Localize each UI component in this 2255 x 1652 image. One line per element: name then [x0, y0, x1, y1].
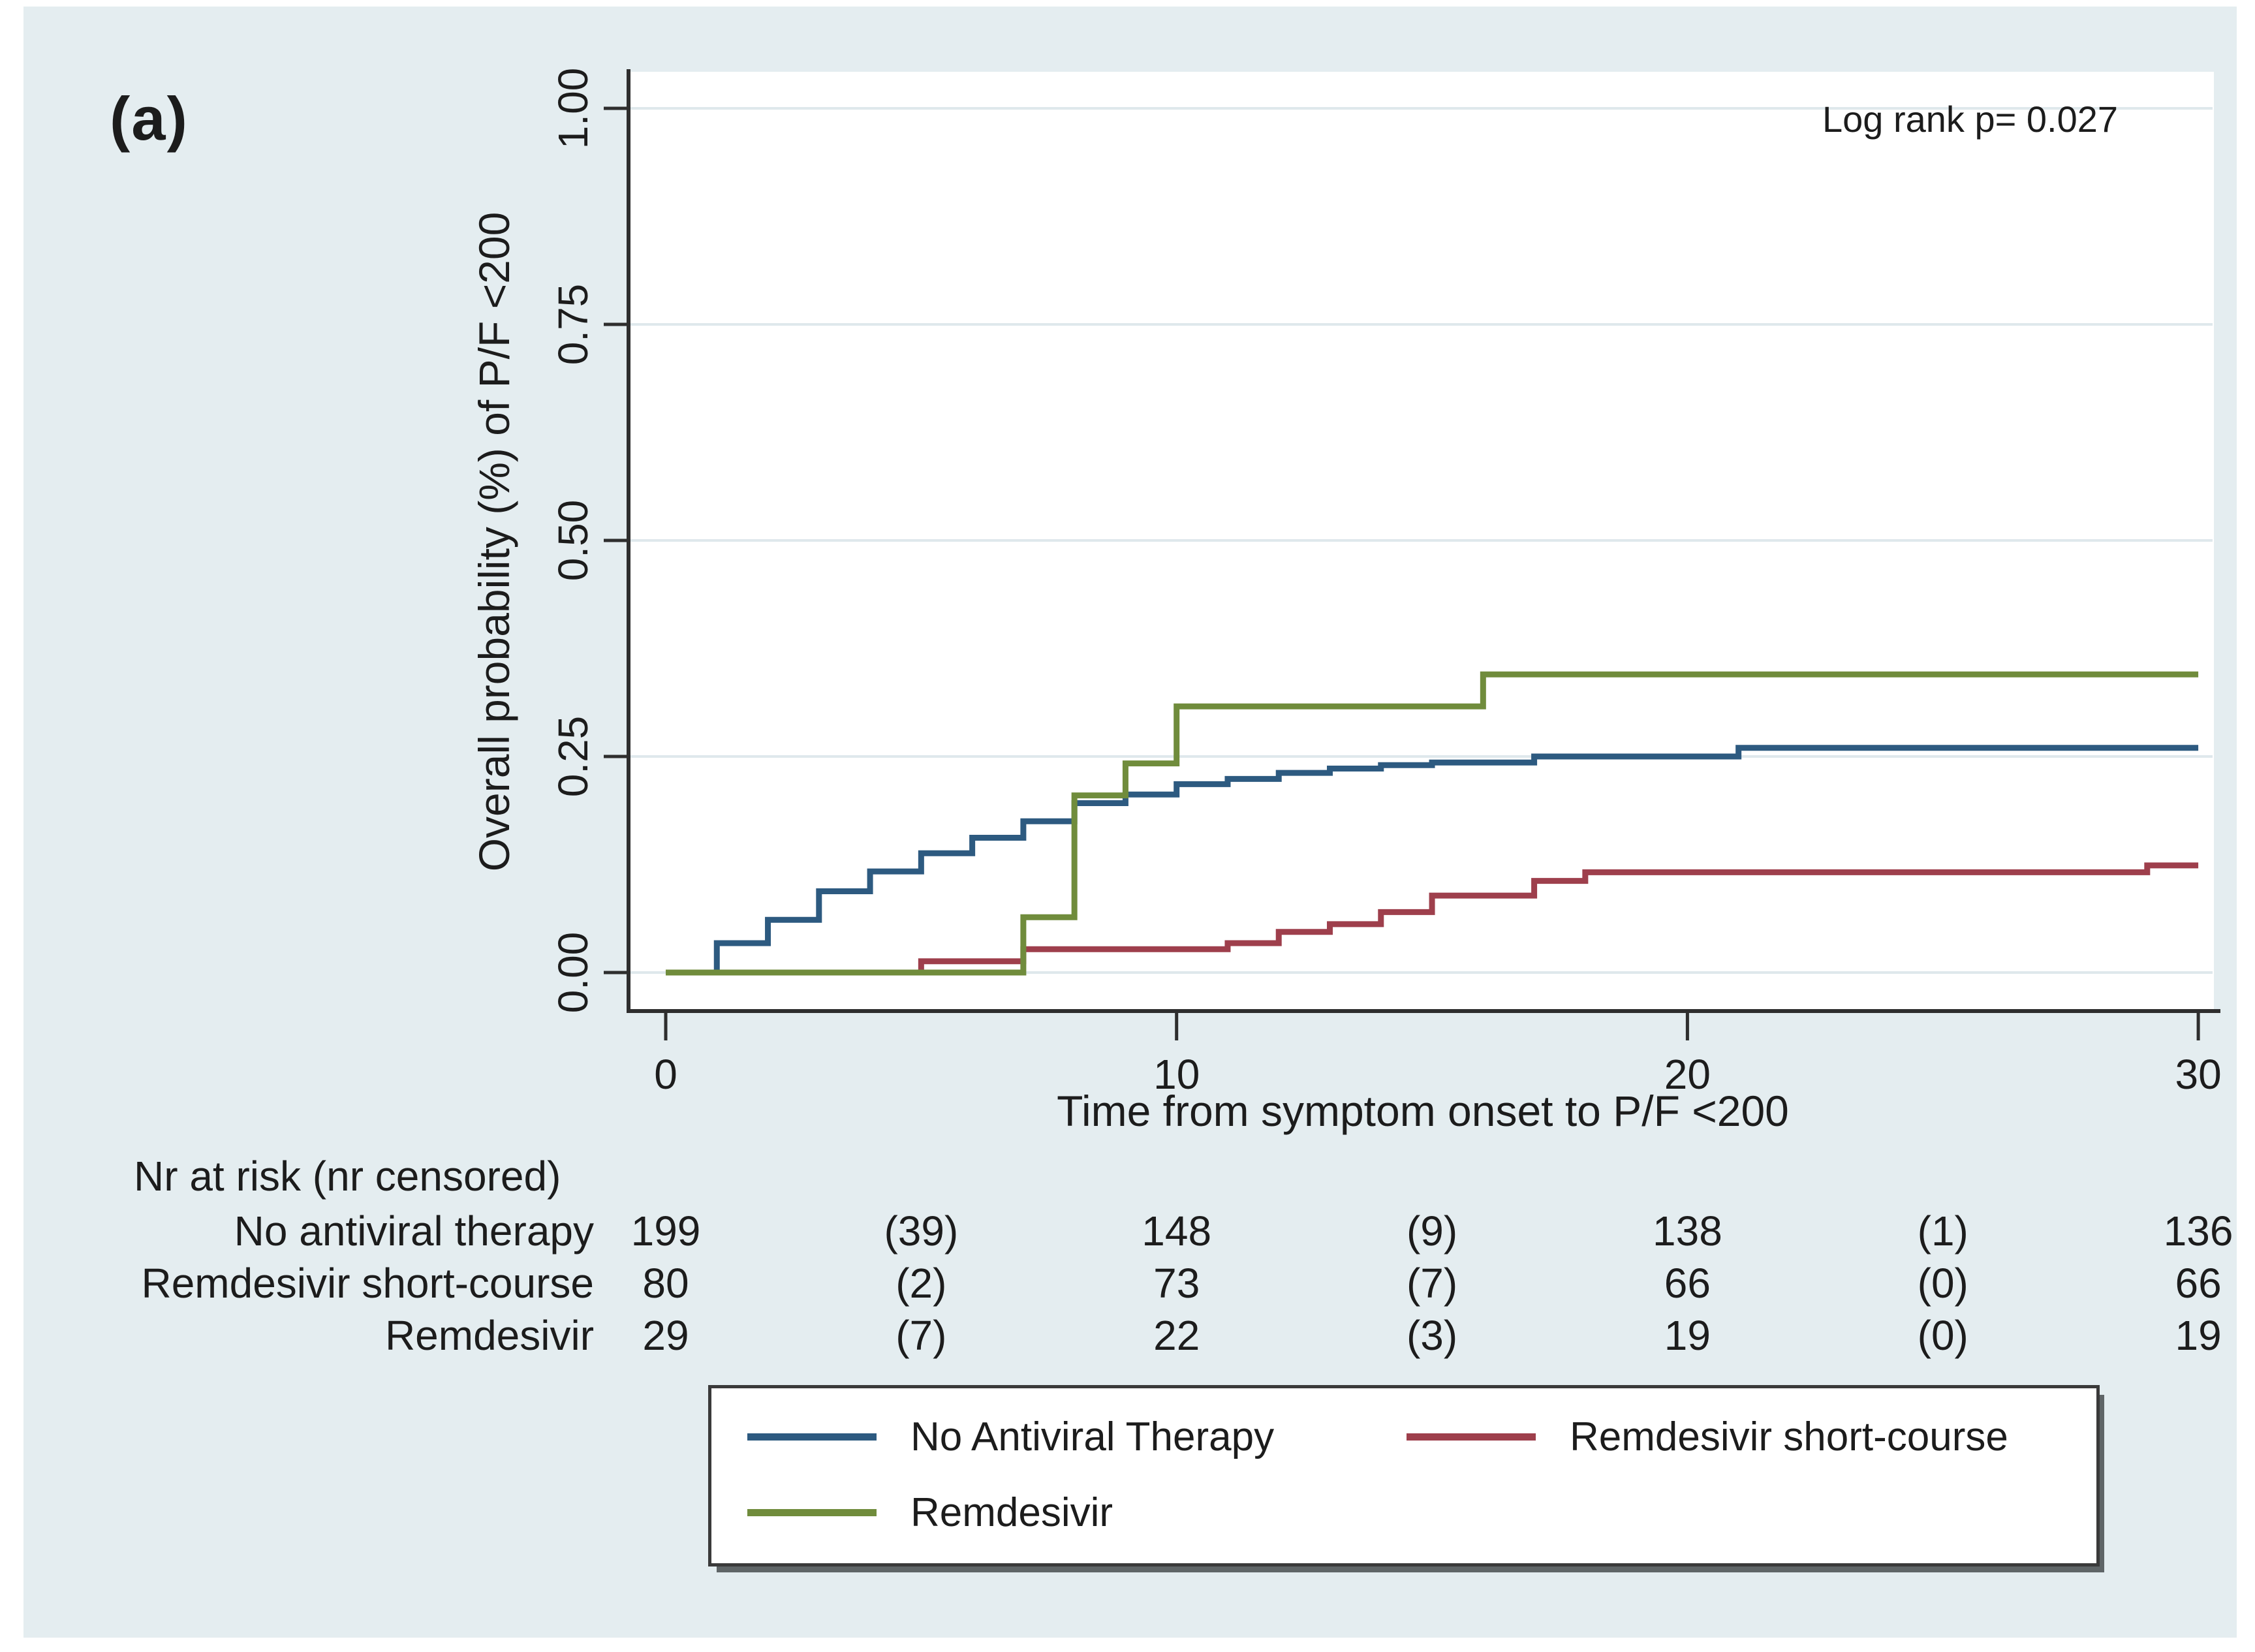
risk-row-label-no-antiviral-therapy: No antiviral therapy [234, 1208, 594, 1255]
risk-table-header: Nr at risk (nr censored) [134, 1153, 561, 1200]
legend-label-remdesivir-short-course: Remdesivir short-course [1570, 1414, 2008, 1459]
risk-value-remdesivir-short-course-t10: 73 [1153, 1260, 1200, 1307]
y-tick-label-0.75: 0.75 [550, 284, 597, 366]
legend-label-no-antiviral-therapy: No Antiviral Therapy [910, 1414, 1275, 1459]
x-tick-label-30: 30 [2175, 1051, 2222, 1098]
risk-value-no-antiviral-therapy-t10: 148 [1142, 1208, 1211, 1255]
x-tick-label-10: 10 [1153, 1051, 1200, 1098]
risk-row-label-remdesivir: Remdesivir [385, 1312, 594, 1359]
log-rank-annotation: Log rank p= 0.027 [1822, 99, 2118, 140]
risk-value-no-antiviral-therapy-t5: (39) [884, 1208, 958, 1255]
legend-box: No Antiviral Therapy Remdesivir short-co… [708, 1385, 2100, 1566]
risk-row-label-remdesivir-short-course: Remdesivir short-course [141, 1260, 594, 1307]
risk-value-no-antiviral-therapy-t15: (9) [1407, 1208, 1457, 1255]
panel-label: (a) [110, 84, 189, 153]
y-tick-label-0.25: 0.25 [550, 716, 597, 798]
risk-value-remdesivir-t0: 29 [642, 1312, 689, 1359]
legend-line-swatch-remdesivir [747, 1508, 877, 1516]
risk-value-no-antiviral-therapy-t0: 199 [631, 1208, 701, 1255]
risk-value-no-antiviral-therapy-t20: 138 [1653, 1208, 1722, 1255]
risk-value-remdesivir-short-course-t25: (0) [1918, 1260, 1968, 1307]
legend-line-swatch-remdesivir-short-course [1407, 1433, 1536, 1441]
risk-value-remdesivir-t15: (3) [1407, 1312, 1457, 1359]
risk-value-no-antiviral-therapy-t25: (1) [1918, 1208, 1968, 1255]
y-axis-title: Overall probability (%) of P/F <200 [470, 211, 518, 872]
risk-value-remdesivir-short-course-t0: 80 [642, 1260, 689, 1307]
risk-value-remdesivir-short-course-t15: (7) [1407, 1260, 1457, 1307]
legend-item-remdesivir: Remdesivir [747, 1489, 1113, 1535]
y-tick-label-0.50: 0.50 [550, 500, 597, 582]
risk-value-remdesivir-t25: (0) [1918, 1312, 1968, 1359]
curve-remdesivir [666, 671, 2199, 976]
y-tick-label-1.00: 1.00 [550, 68, 597, 149]
y-tick-label-0.00: 0.00 [550, 932, 597, 1014]
x-tick-label-0: 0 [654, 1051, 677, 1098]
risk-value-remdesivir-t10: 22 [1153, 1312, 1200, 1359]
risk-value-no-antiviral-therapy-t30: 136 [2164, 1208, 2233, 1255]
risk-value-remdesivir-t30: 19 [2175, 1312, 2222, 1359]
risk-value-remdesivir-short-course-t5: (2) [895, 1260, 946, 1307]
curve-no-antiviral-therapy [666, 745, 2199, 976]
risk-value-remdesivir-short-course-t20: 66 [1664, 1260, 1711, 1307]
x-tick-label-20: 20 [1664, 1051, 1711, 1098]
risk-value-remdesivir-t20: 19 [1664, 1312, 1711, 1359]
risk-value-remdesivir-t5: (7) [895, 1312, 946, 1359]
risk-value-remdesivir-short-course-t30: 66 [2175, 1260, 2222, 1307]
legend-item-no-antiviral-therapy: No Antiviral Therapy [747, 1414, 1274, 1459]
legend-label-remdesivir: Remdesivir [910, 1489, 1113, 1535]
x-axis-title: Time from symptom onset to P/F <200 [1057, 1087, 1789, 1135]
legend-item-remdesivir-short-course: Remdesivir short-course [1407, 1414, 2008, 1459]
legend-line-swatch-no-antiviral-therapy [747, 1433, 877, 1441]
